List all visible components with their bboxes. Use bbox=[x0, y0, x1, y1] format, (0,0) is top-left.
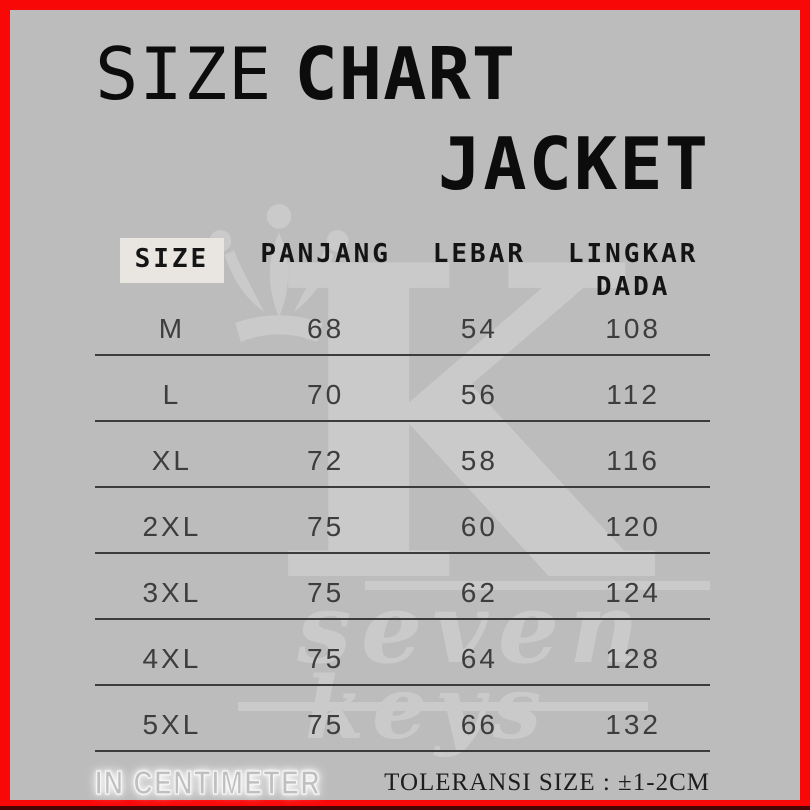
cell-lingkar-dada: 132 bbox=[605, 708, 661, 740]
cell-panjang: 75 bbox=[307, 510, 345, 542]
cell-panjang: 70 bbox=[307, 378, 345, 410]
title-word-size: SIZE bbox=[95, 32, 273, 116]
cell-lingkar-dada: 120 bbox=[605, 510, 661, 542]
header-size-highlight: SIZE bbox=[119, 238, 225, 284]
cell-lingkar-dada: 128 bbox=[605, 642, 661, 674]
header-size: SIZE bbox=[95, 238, 249, 284]
cell-size: 3XL bbox=[142, 576, 202, 608]
title-word-jacket: JACKET bbox=[437, 122, 710, 206]
cell-panjang: 75 bbox=[307, 708, 345, 740]
cell-lingkar-dada: 116 bbox=[606, 444, 660, 476]
cell-panjang: 68 bbox=[307, 312, 345, 344]
size-table-body: M 68 54 108 L 70 56 112 XL 72 58 116 bbox=[95, 305, 710, 752]
cell-size: 5XL bbox=[142, 708, 202, 740]
cell-lebar: 58 bbox=[460, 444, 498, 476]
cell-panjang: 75 bbox=[307, 576, 345, 608]
cell-lebar: 64 bbox=[460, 642, 498, 674]
header-lebar: LEBAR bbox=[432, 239, 527, 269]
tolerance-note: TOLERANSI SIZE : ±1-2CM bbox=[384, 768, 710, 796]
cell-lebar: 54 bbox=[460, 312, 498, 344]
cell-size: M bbox=[158, 312, 186, 344]
cell-size: XL bbox=[151, 444, 192, 476]
cell-size: 4XL bbox=[142, 642, 202, 674]
cell-lingkar-dada: 124 bbox=[605, 576, 661, 608]
cell-lebar: 62 bbox=[460, 576, 498, 608]
footer-notes: IN CENTIMETER TOLERANSI SIZE : ±1-2CM bbox=[94, 761, 710, 805]
bottom-dark-strip bbox=[0, 806, 810, 810]
cell-size: L bbox=[162, 378, 182, 410]
cell-panjang: 72 bbox=[307, 444, 345, 476]
content-area: SIZE CHART JACKET SIZE PANJANG LEBAR LIN… bbox=[10, 10, 800, 801]
cell-panjang: 75 bbox=[307, 642, 345, 674]
table-row: 3XL 75 62 124 bbox=[95, 554, 710, 620]
cell-lebar: 56 bbox=[460, 378, 498, 410]
cell-lingkar-dada: 112 bbox=[606, 378, 660, 410]
table-header-row: SIZE PANJANG LEBAR LINGKAR DADA bbox=[95, 238, 710, 305]
table-row: 2XL 75 60 120 bbox=[95, 488, 710, 554]
header-lingkar-dada: LINGKAR DADA bbox=[567, 239, 699, 303]
title-word-chart: CHART bbox=[294, 32, 517, 116]
unit-note: IN CENTIMETER bbox=[94, 763, 322, 801]
table-row: L 70 56 112 bbox=[95, 356, 710, 422]
table-row: 5XL 75 66 132 bbox=[95, 686, 710, 752]
table-row: XL 72 58 116 bbox=[95, 422, 710, 488]
cell-size: 2XL bbox=[142, 510, 202, 542]
cell-lebar: 60 bbox=[460, 510, 498, 542]
page-title: SIZE CHART bbox=[95, 38, 710, 110]
cell-lebar: 66 bbox=[460, 708, 498, 740]
cell-lingkar-dada: 108 bbox=[605, 312, 661, 344]
table-row: M 68 54 108 bbox=[95, 305, 710, 356]
table-row: 4XL 75 64 128 bbox=[95, 620, 710, 686]
header-panjang: PANJANG bbox=[260, 239, 391, 269]
